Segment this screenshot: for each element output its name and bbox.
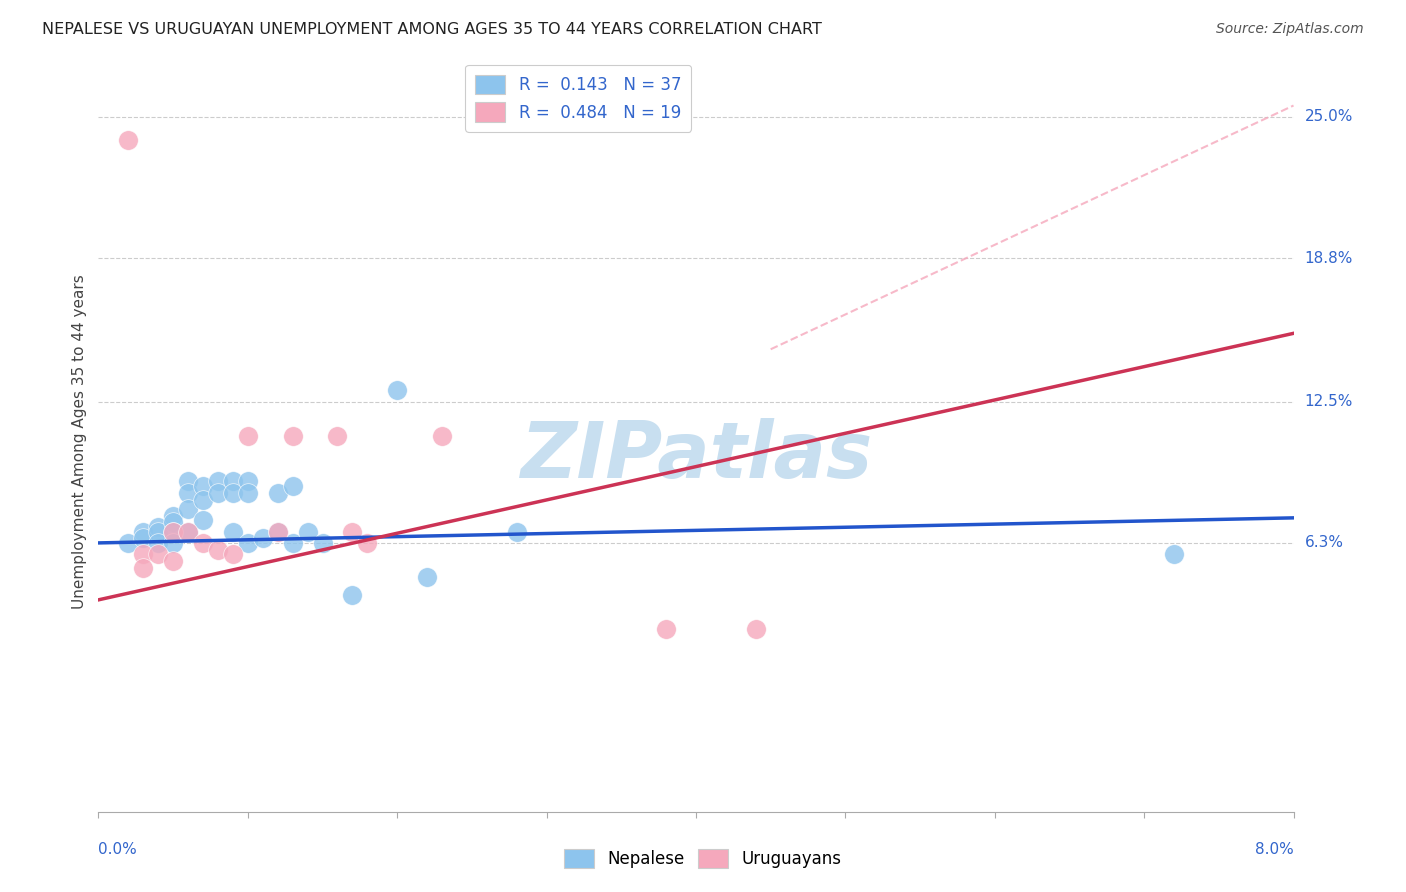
Point bbox=[162, 554, 184, 568]
Point bbox=[236, 536, 259, 550]
Point bbox=[342, 588, 364, 602]
Point bbox=[191, 536, 214, 550]
Point bbox=[745, 623, 768, 637]
Point bbox=[207, 475, 229, 489]
Point bbox=[311, 536, 333, 550]
Legend: Nepalese, Uruguayans: Nepalese, Uruguayans bbox=[558, 842, 848, 875]
Text: Source: ZipAtlas.com: Source: ZipAtlas.com bbox=[1216, 22, 1364, 37]
Point bbox=[655, 623, 678, 637]
Legend: R =  0.143   N = 37, R =  0.484   N = 19: R = 0.143 N = 37, R = 0.484 N = 19 bbox=[465, 65, 692, 132]
Point bbox=[430, 429, 453, 443]
Point bbox=[342, 524, 364, 539]
Point bbox=[191, 479, 214, 493]
Point bbox=[148, 520, 170, 534]
Point bbox=[281, 536, 304, 550]
Point bbox=[297, 524, 319, 539]
Point bbox=[222, 475, 245, 489]
Point bbox=[236, 485, 259, 500]
Point bbox=[191, 492, 214, 507]
Point bbox=[177, 524, 200, 539]
Text: 6.3%: 6.3% bbox=[1305, 535, 1344, 550]
Point bbox=[132, 547, 155, 561]
Point bbox=[252, 532, 274, 546]
Text: 8.0%: 8.0% bbox=[1254, 842, 1294, 857]
Point bbox=[162, 524, 184, 539]
Point bbox=[162, 516, 184, 530]
Text: 18.8%: 18.8% bbox=[1305, 251, 1353, 266]
Point bbox=[117, 536, 139, 550]
Point bbox=[1163, 547, 1185, 561]
Point bbox=[267, 524, 290, 539]
Point bbox=[191, 513, 214, 527]
Point bbox=[177, 501, 200, 516]
Point bbox=[356, 536, 378, 550]
Point bbox=[222, 547, 245, 561]
Point bbox=[162, 524, 184, 539]
Point bbox=[281, 479, 304, 493]
Point bbox=[326, 429, 349, 443]
Point bbox=[236, 429, 259, 443]
Point bbox=[416, 570, 439, 584]
Point bbox=[267, 485, 290, 500]
Point bbox=[148, 524, 170, 539]
Point bbox=[162, 508, 184, 523]
Point bbox=[162, 536, 184, 550]
Point bbox=[132, 524, 155, 539]
Text: 25.0%: 25.0% bbox=[1305, 110, 1353, 124]
Point bbox=[222, 524, 245, 539]
Point bbox=[267, 524, 290, 539]
Point bbox=[281, 429, 304, 443]
Point bbox=[207, 485, 229, 500]
Point bbox=[236, 475, 259, 489]
Point bbox=[132, 532, 155, 546]
Y-axis label: Unemployment Among Ages 35 to 44 years: Unemployment Among Ages 35 to 44 years bbox=[72, 274, 87, 609]
Point bbox=[117, 133, 139, 147]
Point bbox=[207, 542, 229, 557]
Text: ZIPatlas: ZIPatlas bbox=[520, 418, 872, 494]
Point bbox=[177, 524, 200, 539]
Point bbox=[506, 524, 529, 539]
Point bbox=[222, 485, 245, 500]
Text: NEPALESE VS URUGUAYAN UNEMPLOYMENT AMONG AGES 35 TO 44 YEARS CORRELATION CHART: NEPALESE VS URUGUAYAN UNEMPLOYMENT AMONG… bbox=[42, 22, 823, 37]
Point bbox=[177, 485, 200, 500]
Point bbox=[148, 536, 170, 550]
Point bbox=[132, 561, 155, 575]
Text: 12.5%: 12.5% bbox=[1305, 394, 1353, 409]
Point bbox=[177, 475, 200, 489]
Point bbox=[148, 547, 170, 561]
Point bbox=[385, 384, 409, 398]
Text: 0.0%: 0.0% bbox=[98, 842, 138, 857]
